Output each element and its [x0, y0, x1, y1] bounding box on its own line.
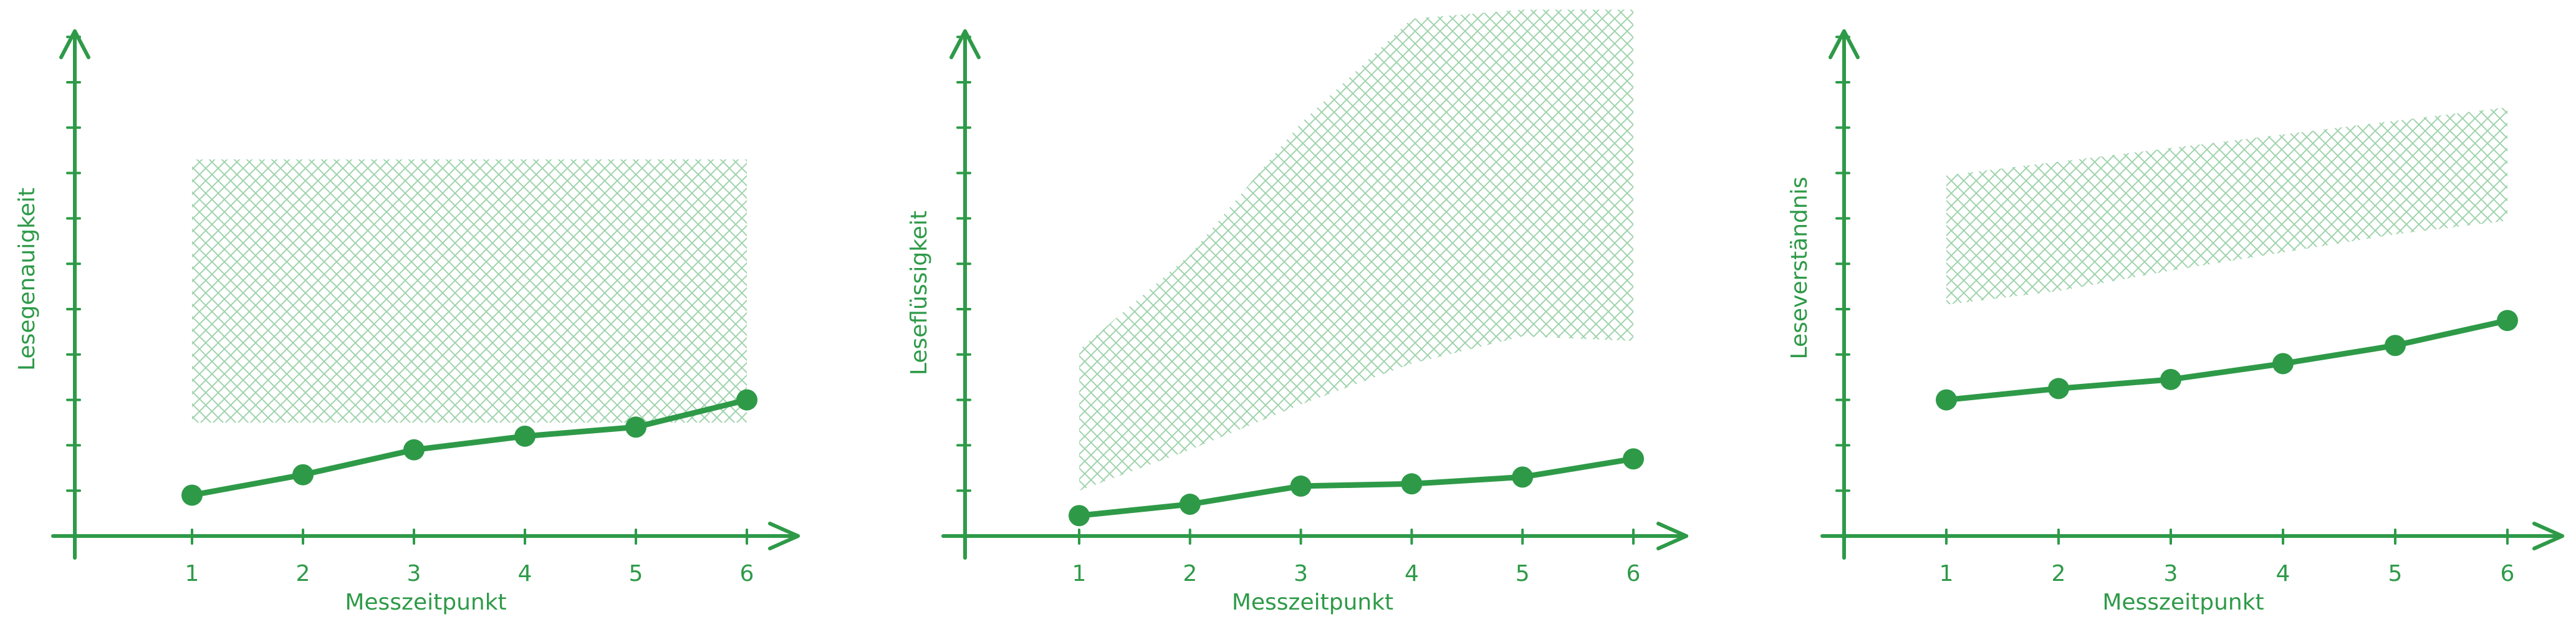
data-point: [1623, 448, 1644, 470]
x-tick-label: 1: [1072, 561, 1087, 587]
y-axis-title: Leseflüssigkeit: [906, 211, 932, 375]
x-tick-label: 2: [1183, 561, 1197, 587]
x-tick-label: 6: [740, 561, 754, 587]
x-tick-label: 5: [2388, 561, 2403, 587]
x-tick-label: 4: [2276, 561, 2290, 587]
x-tick-labels: 1 2 3 4 5 6: [1939, 561, 2515, 587]
x-tick-label: 2: [296, 561, 310, 587]
axes: [1820, 29, 2564, 560]
data-points: [181, 389, 757, 506]
y-axis-title: Leseverständnis: [1787, 177, 1812, 360]
x-tick-label: 4: [1405, 561, 1419, 587]
data-point: [625, 416, 646, 438]
x-axis-title: Messzeitpunkt: [345, 590, 506, 615]
x-axis-arrowhead: [2532, 522, 2564, 550]
data-line: [1943, 317, 2511, 403]
y-axis-title: Lesegenauigkeit: [14, 188, 40, 371]
x-tick-label: 5: [1516, 561, 1530, 587]
reference-band: [1079, 9, 1633, 491]
x-tick-labels: 1 2 3 4 5 6: [185, 561, 754, 587]
data-line: [1076, 456, 1636, 519]
panel-leseverstaendnis: 1 2 3 4 5 6 Messzeitpunkt Leseverständnis: [1787, 29, 2564, 615]
band-area: [1079, 9, 1633, 491]
panel-lesegenauigkeit: 1 2 3 4 5 6 Messzeitpunkt Lesegenauigkeit: [14, 29, 800, 615]
y-axis-arrowhead: [59, 29, 90, 59]
x-axis-title: Messzeitpunkt: [2102, 590, 2264, 615]
axes: [941, 29, 1688, 560]
y-axis-arrowhead: [949, 29, 981, 59]
data-point: [181, 484, 203, 506]
axes: [51, 29, 800, 560]
y-axis-arrowhead: [1829, 29, 1860, 59]
data-point: [2048, 378, 2069, 400]
x-tick-label: 4: [518, 561, 532, 587]
x-tick-label: 3: [407, 561, 421, 587]
x-tick-label: 1: [1939, 561, 1954, 587]
band-area: [192, 159, 747, 423]
x-tick-label: 6: [2501, 561, 2515, 587]
reference-band: [1946, 107, 2507, 305]
data-point: [736, 389, 757, 411]
data-point: [2272, 353, 2294, 375]
x-axis-title: Messzeitpunkt: [1232, 590, 1393, 615]
data-point: [292, 464, 314, 486]
data-point: [1179, 494, 1201, 515]
data-point: [1290, 475, 1312, 497]
series-line: [1076, 456, 1636, 519]
band-area: [1946, 107, 2507, 305]
reference-band: [192, 159, 747, 423]
x-tick-label: 2: [2052, 561, 2066, 587]
x-tick-label: 5: [629, 561, 643, 587]
x-axis-arrowhead: [768, 522, 800, 550]
data-point: [403, 439, 425, 461]
data-point: [2385, 335, 2406, 357]
data-line: [189, 397, 750, 498]
x-tick-label: 6: [1627, 561, 1641, 587]
data-points: [1936, 310, 2518, 411]
x-axis-arrowhead: [1656, 522, 1688, 550]
data-point: [1512, 466, 1534, 488]
data-point: [1936, 389, 1957, 411]
panel-lesefluessigkeit: 1 2 3 4 5 6 Messzeitpunkt Leseflüssigkeit: [906, 9, 1688, 615]
x-tick-label: 3: [1294, 561, 1308, 587]
series-line: [1943, 317, 2511, 403]
data-point: [1401, 473, 1423, 495]
x-tick-label: 1: [185, 561, 199, 587]
series-line: [189, 397, 750, 498]
data-point: [2497, 310, 2518, 332]
x-tick-labels: 1 2 3 4 5 6: [1072, 561, 1641, 587]
data-point: [1069, 505, 1090, 527]
data-point: [514, 425, 536, 447]
x-tick-label: 3: [2164, 561, 2178, 587]
data-point: [2160, 368, 2181, 390]
data-points: [1069, 448, 1644, 527]
